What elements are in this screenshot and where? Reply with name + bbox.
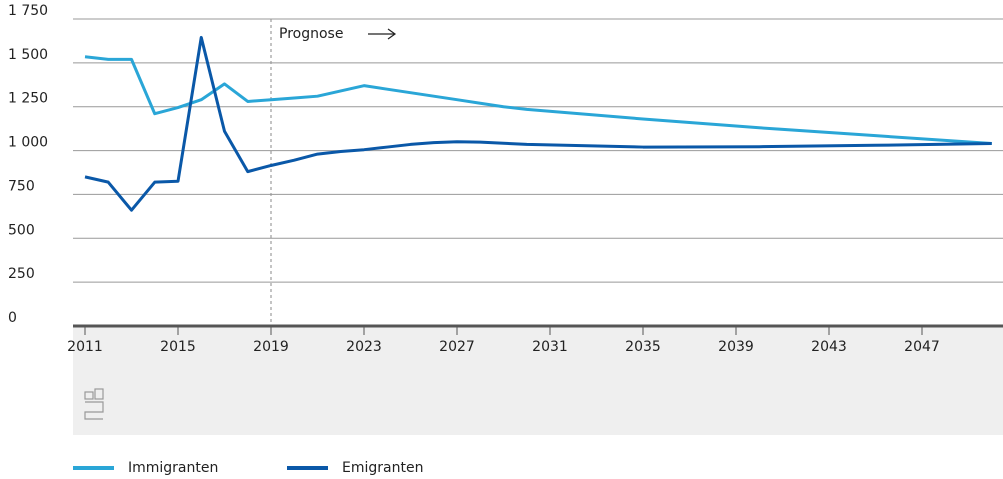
y-tick-label: 1 000 xyxy=(8,135,48,151)
y-tick-label: 1 750 xyxy=(8,3,48,19)
x-tick-label: 2031 xyxy=(532,339,568,355)
annotation: Prognose xyxy=(279,26,343,42)
y-tick-label: 1 500 xyxy=(8,47,48,63)
line xyxy=(84,55,992,146)
x-tick-label: 2035 xyxy=(625,339,661,355)
x-tick-label: 2011 xyxy=(67,339,103,355)
x-tick-label: 2043 xyxy=(811,339,847,355)
line xyxy=(84,35,992,212)
x-tick-label: 2047 xyxy=(904,339,940,355)
x-tick-label: 2023 xyxy=(346,339,382,355)
logo xyxy=(84,388,104,420)
legend-label: Emigranten xyxy=(342,460,423,476)
x-tick-label: 2015 xyxy=(160,339,196,355)
axis-band xyxy=(73,326,1003,435)
y-tick-label: 0 xyxy=(8,310,17,326)
y-tick-label: 500 xyxy=(8,222,35,238)
x-tick-label: 2019 xyxy=(253,339,289,355)
y-tick-label: 1 250 xyxy=(8,91,48,107)
x-tick-label: 2039 xyxy=(718,339,754,355)
arrow xyxy=(368,28,397,40)
y-tick-label: 250 xyxy=(8,266,35,282)
y-tick-label: 750 xyxy=(8,178,35,194)
x-tick-label: 2027 xyxy=(439,339,475,355)
legend-label: Immigranten xyxy=(128,460,218,476)
